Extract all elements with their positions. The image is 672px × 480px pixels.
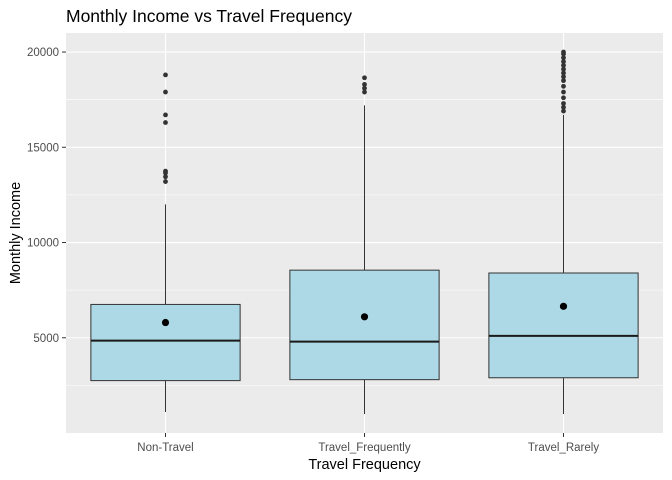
outlier-point [561, 49, 566, 55]
box [90, 303, 241, 382]
outlier-point [561, 59, 566, 64]
outlier-point [561, 83, 566, 89]
x-tick-label: Travel_Frequently [318, 442, 411, 454]
x-tick-label: Travel_Rarely [528, 442, 599, 454]
box-group [289, 75, 440, 414]
outlier-point [561, 70, 566, 76]
outlier-point [163, 179, 168, 184]
y-tick-label: 10000 [27, 238, 59, 250]
y-tick-label: 20000 [27, 47, 59, 59]
x-tick-label: Non-Travel [137, 442, 193, 454]
outlier-point [561, 55, 566, 61]
box-plots [90, 49, 639, 414]
box-group [488, 49, 639, 414]
outlier-point [561, 101, 566, 106]
outlier-point [163, 168, 168, 174]
outlier-point [163, 89, 168, 95]
mean-point [360, 313, 369, 321]
outlier-point [362, 75, 367, 81]
outlier-point [163, 120, 168, 125]
outlier-point [561, 74, 566, 80]
y-axis-title: Monthly Income [8, 182, 24, 284]
outlier-point [561, 62, 566, 68]
outlier-point [163, 72, 168, 78]
outlier-point [362, 82, 367, 87]
y-tick-label: 5000 [33, 333, 59, 345]
outlier-point [561, 104, 566, 110]
mean-point [559, 302, 568, 310]
outlier-point [561, 66, 566, 72]
box-group [90, 72, 241, 413]
axes: 5000 10000 15000 20000 Non-Travel Travel_Freq… [27, 47, 599, 454]
outlier-point [163, 174, 168, 180]
x-axis-title: Travel Frequency [308, 457, 421, 473]
outlier-point [561, 108, 566, 114]
box [488, 272, 639, 379]
outlier-point [163, 112, 168, 118]
outlier-point [561, 89, 566, 95]
mean-point [161, 318, 170, 327]
outlier-point [561, 95, 566, 101]
chart-title: Monthly Income vs Travel Frequency [66, 6, 352, 26]
outlier-point [362, 85, 367, 91]
box [289, 269, 440, 381]
outlier-point [362, 89, 367, 95]
outlier-point [561, 78, 566, 84]
y-tick-label: 15000 [27, 142, 59, 154]
